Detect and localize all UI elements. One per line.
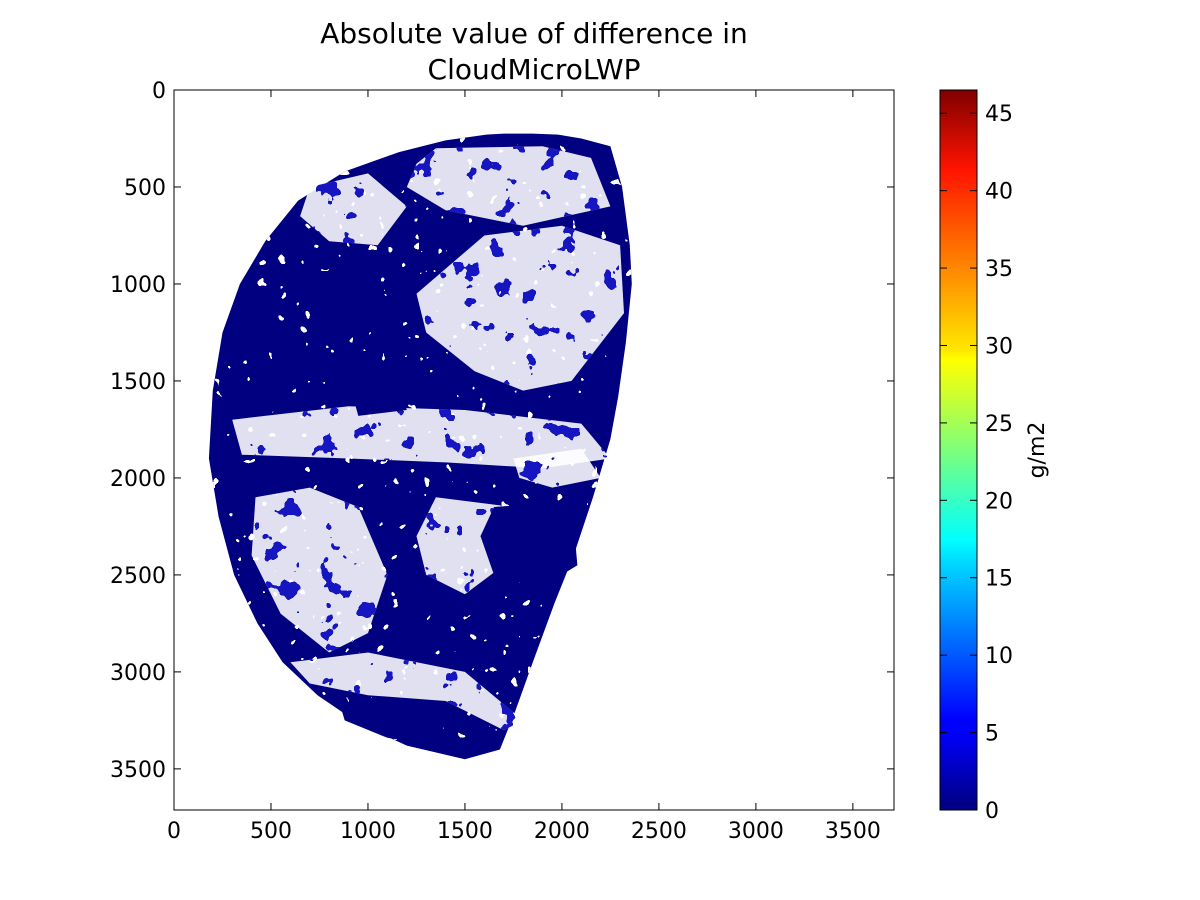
- y-tick-label: 3000: [110, 661, 166, 686]
- x-tick-label: 3000: [728, 819, 784, 844]
- missing-data-speckle: [290, 652, 524, 731]
- colorbar-tick-label: 25: [985, 412, 1013, 437]
- missing-data-speckle: [513, 448, 601, 488]
- x-tick-label: 1000: [340, 819, 396, 844]
- colorbar-tick-label: 5: [985, 722, 999, 747]
- y-tick-label: 1500: [110, 370, 166, 395]
- y-tick-label: 1000: [110, 273, 166, 298]
- chart-title-line-2: CloudMicroLWP: [428, 53, 641, 86]
- x-tick-label: 3500: [825, 819, 881, 844]
- missing-data-speckle: [251, 487, 388, 653]
- dense-data-patch: [338, 701, 456, 750]
- colorbar-tick-label: 20: [985, 489, 1013, 514]
- y-tick-label: 3500: [110, 758, 166, 783]
- y-tick-label: 2500: [110, 564, 166, 589]
- chart-title-line-1: Absolute value of difference in: [320, 17, 748, 50]
- colorbar-label: g/m2: [1025, 422, 1050, 479]
- x-tick-label: 1500: [437, 819, 493, 844]
- heatmap-image: [174, 90, 894, 810]
- colorbar-tick-label: 35: [985, 257, 1013, 282]
- colorbar-tick-label: 15: [985, 567, 1013, 592]
- x-tick-label: 2000: [534, 819, 590, 844]
- valid-data-region: [208, 133, 632, 760]
- colorbar-tick-label: 30: [985, 334, 1013, 359]
- dense-data-patch: [321, 274, 384, 333]
- colorbar-tick-label: 0: [985, 799, 999, 824]
- y-axis: 0 500 1000 1500 2000 2500 3000 3500: [110, 79, 894, 783]
- missing-data-speckle: [416, 225, 624, 391]
- colorbar-tick-label: 10: [985, 644, 1013, 669]
- x-tick-label: 500: [250, 819, 292, 844]
- x-tick-label: 2500: [631, 819, 687, 844]
- missing-data-speckle: [406, 146, 611, 226]
- x-tick-label: 0: [167, 819, 181, 844]
- colorbar-axis: 0 5 10 15 20 25 30 35 40 45: [940, 102, 1013, 824]
- colorbar: [939, 89, 978, 811]
- y-tick-label: 500: [124, 176, 166, 201]
- missing-data-speckle: [300, 173, 407, 246]
- axes-frame: [173, 89, 895, 811]
- y-tick-label: 0: [152, 79, 166, 104]
- dense-data-patch: [348, 371, 407, 416]
- y-tick-label: 2000: [110, 467, 166, 492]
- colorbar-tick-label: 45: [985, 102, 1013, 127]
- x-axis: 0 500 1000 1500 2000 2500 3000 3500: [167, 90, 881, 844]
- missing-data-speckle: [232, 406, 611, 469]
- dense-data-patch: [480, 501, 578, 587]
- colorbar-tick-label: 40: [985, 180, 1013, 205]
